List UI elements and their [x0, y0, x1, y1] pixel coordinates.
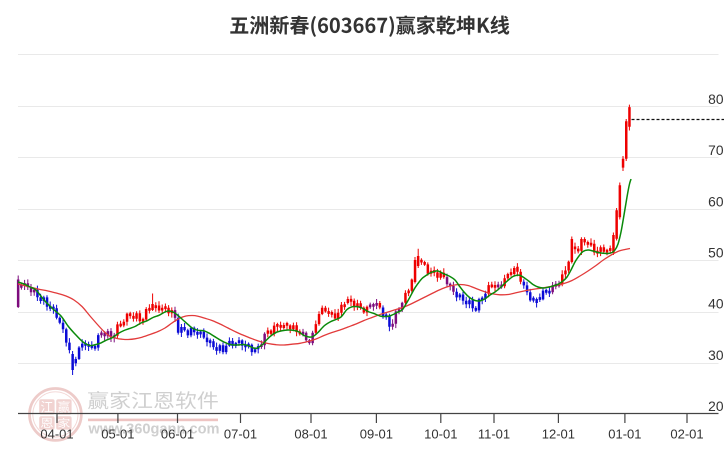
svg-text:50: 50	[708, 246, 724, 261]
svg-text:20: 20	[708, 399, 724, 414]
svg-text:12-01: 12-01	[542, 427, 575, 442]
svg-text:08-01: 08-01	[294, 427, 327, 442]
svg-text:10-01: 10-01	[424, 427, 457, 442]
svg-text:80: 80	[708, 92, 724, 107]
svg-text:40: 40	[708, 297, 724, 312]
svg-text:70: 70	[708, 143, 724, 158]
svg-text:01-01: 01-01	[608, 427, 641, 442]
svg-text:05-01: 05-01	[101, 427, 134, 442]
svg-text:07-01: 07-01	[224, 427, 257, 442]
svg-text:04-01: 04-01	[40, 427, 73, 442]
svg-text:06-01: 06-01	[161, 427, 194, 442]
svg-text:02-01: 02-01	[670, 427, 703, 442]
svg-text:11-01: 11-01	[478, 427, 510, 442]
svg-text:30: 30	[708, 348, 724, 363]
svg-text:60: 60	[708, 194, 724, 209]
svg-text:09-01: 09-01	[360, 427, 393, 442]
svg-text:www.360gann.com: www.360gann.com	[87, 422, 219, 438]
